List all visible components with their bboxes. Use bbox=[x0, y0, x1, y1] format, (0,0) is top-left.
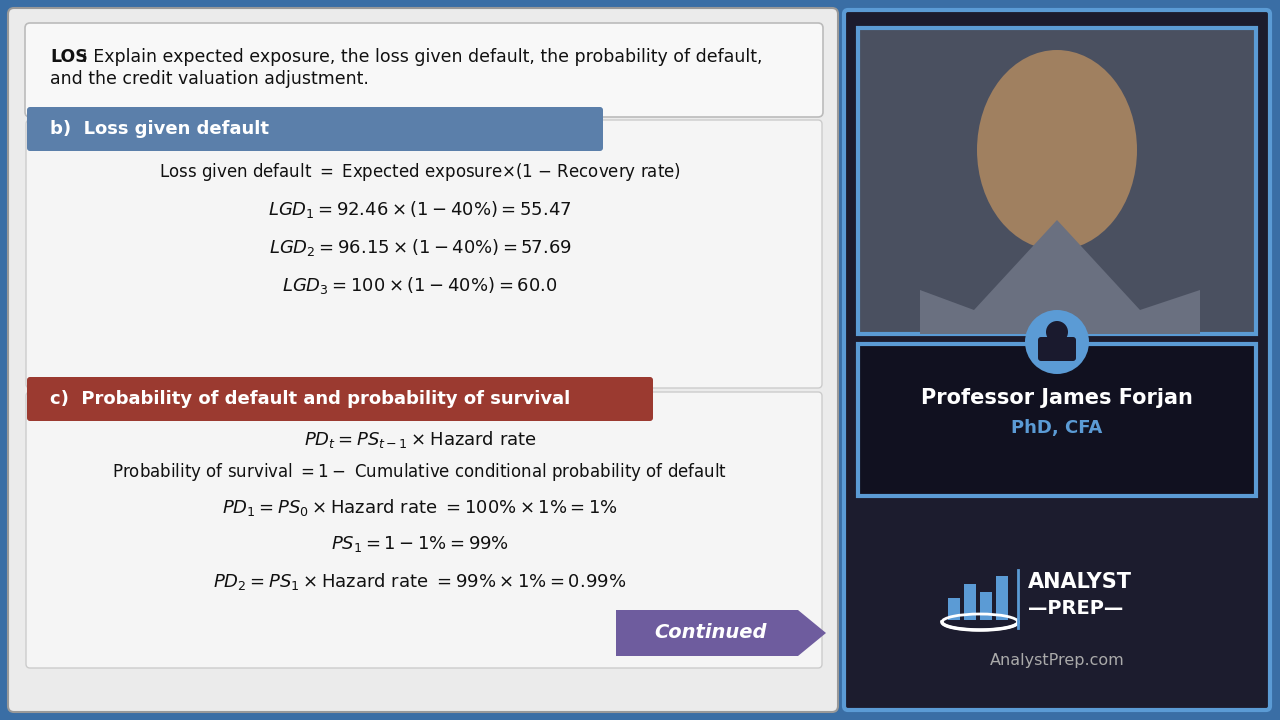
Polygon shape bbox=[920, 220, 1201, 334]
Text: $\mathit{LGD}_3 = 100\times(1 - 40\%) = 60.0$: $\mathit{LGD}_3 = 100\times(1 - 40\%) = … bbox=[283, 276, 558, 297]
Text: c)  Probability of default and probability of survival: c) Probability of default and probabilit… bbox=[50, 390, 571, 408]
Circle shape bbox=[1025, 310, 1089, 374]
FancyBboxPatch shape bbox=[1038, 337, 1076, 361]
Text: $\mathit{LGD}_2 = 96.15\times(1 - 40\%) = 57.69$: $\mathit{LGD}_2 = 96.15\times(1 - 40\%) … bbox=[269, 238, 571, 258]
Text: LOS: LOS bbox=[50, 48, 88, 66]
Ellipse shape bbox=[977, 50, 1137, 250]
Text: Professor James Forjan: Professor James Forjan bbox=[922, 388, 1193, 408]
Bar bbox=[980, 592, 992, 620]
FancyBboxPatch shape bbox=[844, 10, 1270, 710]
Text: Probability of survival $= 1 -$ Cumulative conditional probability of default: Probability of survival $= 1 -$ Cumulati… bbox=[113, 461, 727, 483]
FancyBboxPatch shape bbox=[26, 120, 822, 388]
Text: Loss given default $=$ Expected exposure$\times$(1 $-$ Recovery rate): Loss given default $=$ Expected exposure… bbox=[159, 161, 681, 183]
Text: Continued: Continued bbox=[655, 624, 767, 642]
Text: PhD, CFA: PhD, CFA bbox=[1011, 419, 1102, 437]
Text: AnalystPrep.com: AnalystPrep.com bbox=[989, 652, 1124, 667]
Text: : Explain expected exposure, the loss given default, the probability of default,: : Explain expected exposure, the loss gi… bbox=[82, 48, 763, 66]
FancyBboxPatch shape bbox=[858, 512, 1256, 692]
FancyBboxPatch shape bbox=[27, 377, 653, 421]
Bar bbox=[948, 598, 960, 620]
Text: —PREP—: —PREP— bbox=[1028, 598, 1124, 618]
Bar bbox=[964, 584, 977, 620]
Bar bbox=[996, 576, 1009, 620]
Polygon shape bbox=[616, 610, 826, 656]
Text: b)  Loss given default: b) Loss given default bbox=[50, 120, 269, 138]
Text: and the credit valuation adjustment.: and the credit valuation adjustment. bbox=[50, 70, 369, 88]
Text: $\mathit{LGD}_1 = 92.46\times(1 - 40\%) = 55.47$: $\mathit{LGD}_1 = 92.46\times(1 - 40\%) … bbox=[269, 199, 572, 220]
FancyBboxPatch shape bbox=[27, 107, 603, 151]
Text: $\mathit{PD}_1 = \mathit{PS}_0\times$Hazard rate $= 100\%\times1\% = 1\%$: $\mathit{PD}_1 = \mathit{PS}_0\times$Haz… bbox=[221, 498, 618, 518]
FancyBboxPatch shape bbox=[26, 392, 822, 668]
Text: $\mathit{PD}_2 = \mathit{PS}_1\times$Hazard rate $= 99\%\times1\% = 0.99\%$: $\mathit{PD}_2 = \mathit{PS}_1\times$Haz… bbox=[214, 572, 627, 593]
Text: $\mathit{PD}_t = \mathit{PS}_{t-1}\times$Hazard rate: $\mathit{PD}_t = \mathit{PS}_{t-1}\times… bbox=[303, 430, 536, 451]
FancyBboxPatch shape bbox=[26, 23, 823, 117]
FancyBboxPatch shape bbox=[8, 8, 838, 712]
Text: ANALYST: ANALYST bbox=[1028, 572, 1132, 592]
Text: $\mathit{PS}_1 = 1 - 1\% = 99\%$: $\mathit{PS}_1 = 1 - 1\% = 99\%$ bbox=[332, 534, 509, 554]
FancyBboxPatch shape bbox=[858, 28, 1256, 334]
FancyBboxPatch shape bbox=[858, 344, 1256, 496]
Circle shape bbox=[1046, 321, 1068, 343]
